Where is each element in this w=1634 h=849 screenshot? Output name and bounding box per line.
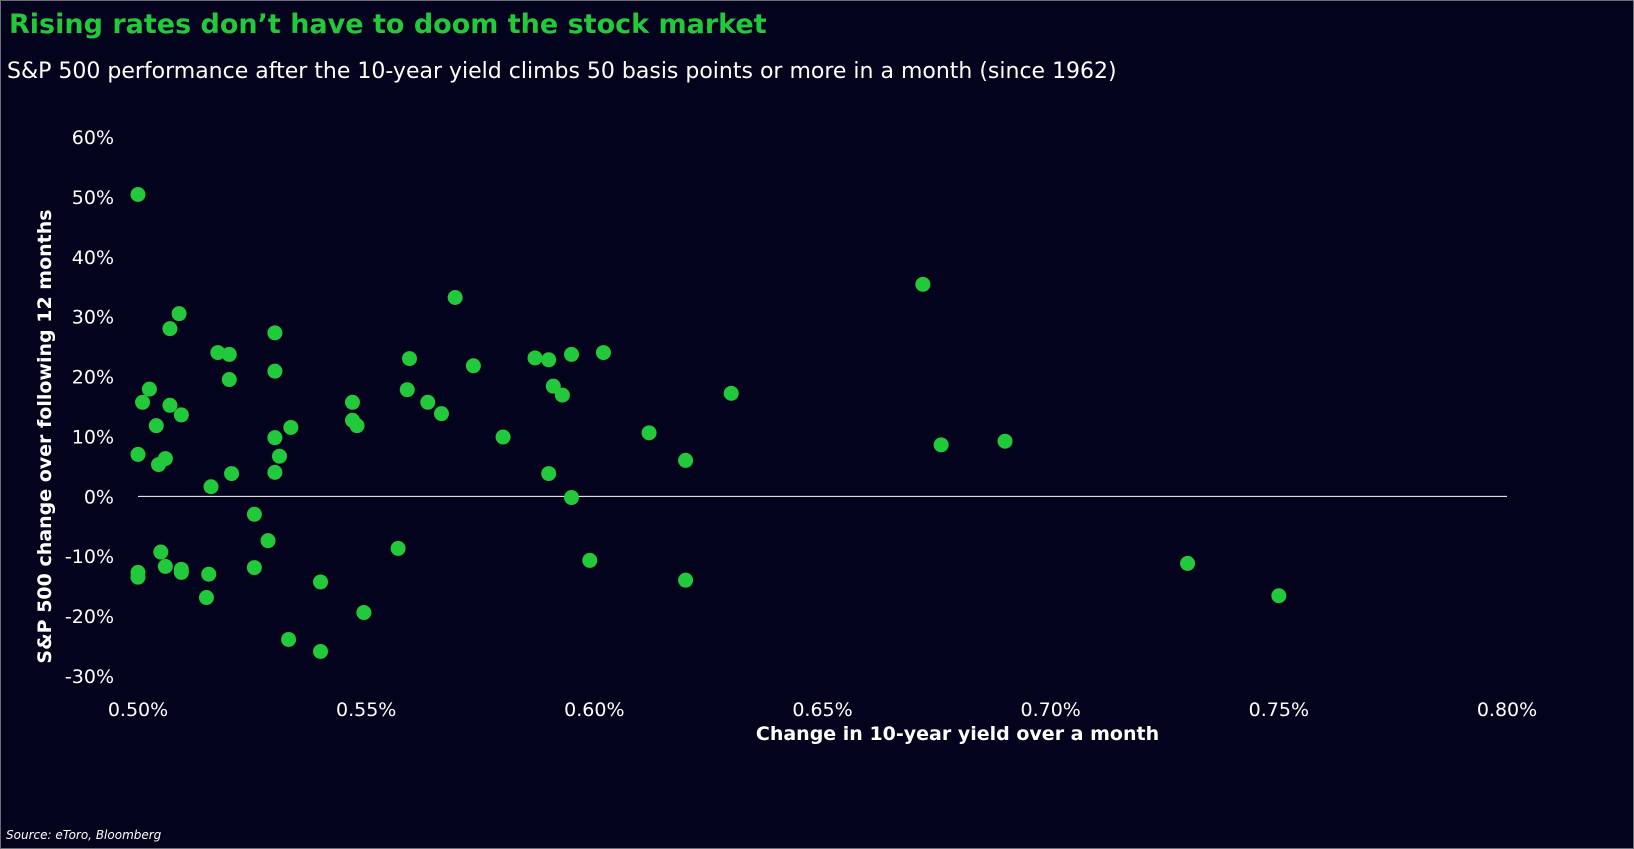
- data-point: [678, 452, 694, 468]
- data-point: [203, 479, 219, 495]
- data-point: [153, 544, 169, 560]
- chart-subtitle: S&P 500 performance after the 10-year yi…: [7, 59, 1117, 84]
- data-point: [130, 186, 146, 202]
- data-point: [135, 394, 151, 410]
- data-point: [224, 466, 240, 482]
- x-tick-label: 0.60%: [564, 699, 624, 721]
- data-point: [281, 631, 297, 647]
- x-tick-label: 0.50%: [108, 699, 168, 721]
- y-tick-label: 0%: [84, 486, 114, 508]
- y-tick-label: -20%: [65, 606, 114, 628]
- data-point: [171, 306, 187, 322]
- data-point: [267, 430, 283, 446]
- x-tick-label: 0.75%: [1249, 699, 1309, 721]
- y-tick-label: 20%: [72, 367, 114, 389]
- data-point: [210, 345, 226, 361]
- data-point: [723, 385, 739, 401]
- data-points: [130, 186, 1287, 659]
- data-point: [582, 552, 598, 568]
- y-tick-label: -30%: [65, 666, 114, 688]
- x-axis-title: Change in 10-year yield over a month: [756, 723, 1159, 745]
- data-point: [344, 394, 360, 410]
- data-point: [271, 448, 287, 464]
- data-point: [356, 605, 372, 621]
- data-point: [420, 394, 436, 410]
- data-point: [678, 572, 694, 588]
- data-point: [447, 290, 463, 306]
- y-tick-label: 50%: [72, 187, 114, 209]
- x-tick-label: 0.80%: [1477, 699, 1537, 721]
- data-point: [246, 506, 262, 522]
- data-point: [595, 345, 611, 361]
- data-point: [641, 425, 657, 441]
- data-point: [148, 418, 164, 434]
- y-tick-label: 30%: [72, 307, 114, 329]
- y-axis-title: S&P 500 change over following 12 months: [34, 209, 56, 663]
- data-point: [1180, 555, 1196, 571]
- x-tick-label: 0.55%: [336, 699, 396, 721]
- data-point: [545, 378, 561, 394]
- data-point: [130, 569, 146, 585]
- data-point: [564, 490, 580, 506]
- y-tick-label: 40%: [72, 247, 114, 269]
- data-point: [141, 381, 157, 397]
- data-point: [201, 566, 217, 582]
- data-point: [162, 321, 178, 337]
- data-point: [554, 387, 570, 403]
- data-point: [915, 276, 931, 292]
- y-tick-label: 10%: [72, 426, 114, 448]
- data-point: [267, 363, 283, 379]
- data-point: [1271, 588, 1287, 604]
- data-point: [157, 558, 173, 574]
- x-tick-label: 0.65%: [792, 699, 852, 721]
- data-point: [162, 397, 178, 413]
- data-point: [541, 466, 557, 482]
- data-point: [313, 643, 329, 659]
- data-point: [390, 540, 406, 556]
- chart-title: Rising rates don’t have to doom the stoc…: [9, 9, 767, 40]
- data-point: [399, 382, 415, 398]
- data-point: [933, 437, 949, 453]
- data-point: [221, 346, 237, 362]
- data-point: [465, 358, 481, 374]
- data-point: [173, 564, 189, 580]
- data-point: [157, 451, 173, 467]
- data-point: [173, 407, 189, 423]
- data-point: [283, 419, 299, 435]
- data-point: [349, 418, 365, 434]
- data-point: [130, 446, 146, 462]
- data-point: [527, 350, 543, 366]
- x-tick-label: 0.70%: [1020, 699, 1080, 721]
- data-point: [246, 560, 262, 576]
- data-point: [313, 574, 329, 590]
- data-point: [564, 346, 580, 362]
- data-point: [433, 406, 449, 422]
- data-point: [260, 533, 276, 549]
- source-note: Source: eToro, Bloomberg: [6, 828, 162, 842]
- data-point: [221, 372, 237, 388]
- data-point: [402, 351, 418, 367]
- data-point: [267, 464, 283, 480]
- x-axis-ticks: 0.50% 0.55% 0.60% 0.65% 0.70% 0.75% 0.80%: [108, 699, 1537, 721]
- y-tick-label: 60%: [72, 127, 114, 149]
- data-point: [267, 325, 283, 341]
- data-point: [495, 429, 511, 445]
- y-tick-label: -10%: [65, 546, 114, 568]
- y-axis-ticks: 60% 50% 40% 30% 20% 10% 0% -10% -20% -30%: [65, 127, 114, 688]
- data-point: [997, 433, 1013, 449]
- data-point: [541, 352, 557, 368]
- data-point: [198, 590, 214, 606]
